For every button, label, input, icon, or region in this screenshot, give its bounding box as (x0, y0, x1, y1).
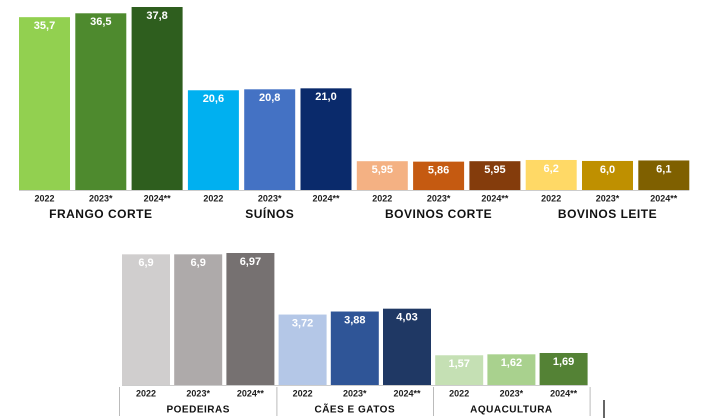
x-tick-label: 2023* (500, 388, 524, 398)
bar (487, 354, 536, 385)
bar (356, 161, 408, 190)
value-label: 20,6 (203, 93, 224, 105)
bar (174, 254, 223, 385)
bar (131, 7, 183, 190)
value-label: 1,57 (448, 358, 469, 370)
bar (187, 90, 239, 190)
bar (330, 311, 379, 385)
x-tick-label: 2024** (312, 193, 340, 203)
bar (19, 17, 70, 190)
value-label: 5,95 (484, 164, 505, 176)
x-tick-label: 2024** (550, 388, 578, 398)
x-tick-label: 2023* (427, 193, 451, 203)
x-tick-label: 2024** (650, 193, 678, 203)
value-label: 3,72 (292, 317, 313, 329)
group-label: CÃES E GATOS (314, 403, 395, 416)
x-tick-label: 2022 (203, 193, 223, 203)
group-label: AQUACULTURA (470, 405, 553, 416)
value-label: 5,86 (428, 165, 449, 177)
value-label: 6,9 (138, 257, 153, 269)
bar (638, 160, 690, 190)
value-label: 6,2 (544, 163, 559, 175)
value-label: 1,69 (553, 356, 574, 368)
x-tick-label: 2022 (293, 388, 313, 398)
x-tick-label: 2024** (481, 193, 509, 203)
value-label: 36,5 (90, 16, 111, 28)
bar (122, 254, 170, 385)
value-label: 21,0 (315, 91, 336, 103)
bar (413, 161, 465, 190)
bar (244, 89, 296, 190)
bar (300, 88, 352, 190)
x-tick-label: 2023* (89, 193, 113, 203)
group-label: BOVINOS LEITE (558, 207, 657, 221)
value-label: 3,88 (344, 314, 365, 326)
x-tick-label: 2023* (258, 193, 282, 203)
bar (582, 160, 633, 190)
value-label: 1,62 (501, 357, 522, 369)
value-label: 6,9 (191, 257, 206, 269)
bar (539, 352, 588, 385)
x-tick-label: 2023* (343, 388, 367, 398)
bar (278, 314, 327, 385)
group-label: BOVINOS CORTE (385, 207, 492, 221)
bar (75, 13, 127, 190)
value-label: 5,95 (372, 164, 393, 176)
x-tick-label: 2022 (372, 193, 392, 203)
x-tick-label: 2022 (541, 193, 561, 203)
value-label: 37,8 (146, 10, 167, 22)
value-label: 4,03 (396, 312, 417, 324)
bar (525, 159, 577, 190)
value-label: 20,8 (259, 92, 280, 104)
bar (226, 253, 275, 385)
value-label: 35,7 (34, 20, 55, 32)
x-tick-label: 2024** (144, 193, 172, 203)
bar (469, 161, 521, 190)
x-tick-label: 2023* (596, 193, 620, 203)
value-label: 6,0 (600, 164, 615, 176)
x-tick-label: 2023* (186, 388, 210, 398)
x-tick-label: 2022 (449, 388, 469, 398)
bar (435, 355, 484, 385)
group-label: SUÍNOS (245, 206, 294, 221)
x-tick-label: 2022 (34, 193, 54, 203)
x-tick-label: 2022 (136, 388, 156, 398)
value-label: 6,1 (656, 163, 671, 175)
x-tick-label: 2024** (393, 388, 421, 398)
bar (383, 308, 431, 385)
value-label: 6,97 (240, 256, 261, 268)
group-label: FRANGO CORTE (49, 207, 152, 221)
group-label: POEDEIRAS (166, 405, 229, 416)
x-tick-label: 2024** (237, 388, 265, 398)
